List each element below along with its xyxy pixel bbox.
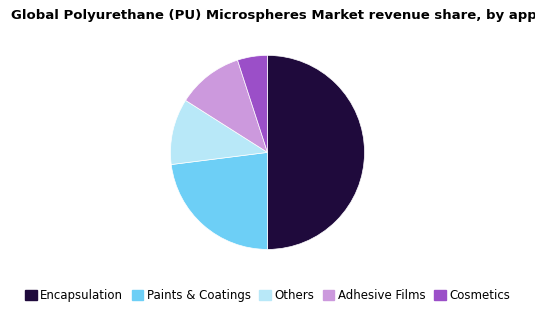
Wedge shape [238, 55, 268, 152]
Text: Global Polyurethane (PU) Microspheres Market revenue share, by application, 2015: Global Polyurethane (PU) Microspheres Ma… [11, 9, 535, 22]
Legend: Encapsulation, Paints & Coatings, Others, Adhesive Films, Cosmetics: Encapsulation, Paints & Coatings, Others… [25, 289, 510, 302]
Wedge shape [171, 100, 268, 165]
Wedge shape [171, 152, 268, 249]
Wedge shape [268, 55, 364, 249]
Wedge shape [186, 60, 268, 152]
